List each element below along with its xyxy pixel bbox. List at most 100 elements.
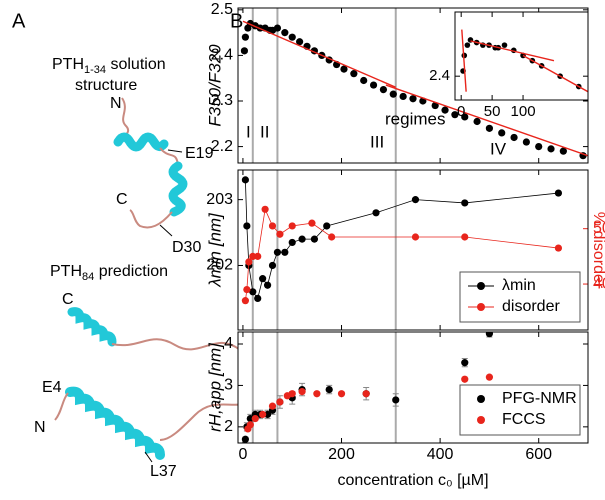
legend-marker [477, 416, 485, 424]
point [281, 29, 289, 37]
structure-title: PTH1-34 solution [52, 56, 166, 76]
annotation: I [246, 122, 251, 141]
y2-tick-label: 50 [593, 220, 605, 237]
annotation: IV [490, 139, 507, 158]
panel-a: A PTH1-34 solution structure N E19 C D30… [12, 10, 266, 480]
point [273, 24, 282, 32]
point [379, 86, 388, 94]
y-tick-label: 202 [206, 257, 233, 274]
coil [129, 209, 173, 229]
point [243, 285, 251, 294]
legend-marker [477, 395, 485, 403]
y-axis-label: F350/F320 [205, 44, 224, 127]
residue-label: N [34, 419, 46, 436]
point [340, 65, 348, 73]
point [254, 252, 262, 260]
point [554, 244, 563, 252]
point [535, 142, 543, 151]
legend-label: PFG-NMR [502, 390, 577, 407]
y-axis-label: λmin [nm] [205, 212, 224, 288]
point [461, 359, 469, 367]
y-tick-label: 4 [224, 335, 233, 352]
point [288, 222, 296, 230]
point [461, 199, 469, 207]
pointer [144, 451, 153, 463]
pointer [167, 149, 183, 153]
point [522, 138, 530, 146]
x-tick-label: 50 [484, 103, 501, 120]
connector [244, 179, 559, 300]
point [298, 235, 306, 243]
point [241, 297, 249, 305]
point [485, 373, 494, 381]
point [360, 76, 368, 85]
point [547, 145, 555, 153]
point [411, 233, 420, 241]
fit-line [242, 20, 397, 88]
point [261, 205, 269, 213]
title-part: solution [106, 56, 166, 73]
legend-marker [477, 282, 485, 290]
legend-marker [477, 303, 485, 311]
legend-box [459, 271, 581, 323]
point [310, 235, 319, 243]
x-tick-label: 200 [328, 446, 355, 463]
point [473, 117, 481, 126]
point [409, 95, 417, 103]
point [268, 222, 277, 230]
x-axis-label: concentration c₀ [µM] [337, 472, 488, 489]
point [259, 410, 267, 419]
legend-box [459, 384, 581, 436]
panel-label: B [230, 10, 243, 32]
point [273, 248, 282, 256]
y-tick-label: 2.3 [211, 92, 233, 109]
frame [237, 169, 589, 331]
panel-label: A [12, 10, 26, 32]
point [259, 275, 267, 283]
x-tick-label: 400 [427, 446, 454, 463]
helix [113, 132, 169, 152]
point [246, 414, 254, 423]
point [308, 219, 316, 227]
point [510, 133, 518, 142]
residue-label: D30 [172, 239, 201, 256]
point [461, 113, 469, 121]
point [276, 230, 284, 238]
structure-title: structure [75, 77, 137, 94]
legend-label: FCCS [502, 411, 546, 428]
x-tick-label: 600 [525, 446, 552, 463]
point [411, 196, 420, 204]
x-tick-label: 0 [457, 103, 465, 120]
pointer [159, 224, 173, 237]
point [288, 238, 296, 247]
inset: 0 50 100 2.4 [429, 11, 589, 120]
title-part: PTH [50, 263, 82, 280]
point [296, 38, 304, 46]
point [246, 421, 254, 429]
legend-label: disorder [502, 298, 560, 315]
legend-label: λmin [502, 277, 536, 294]
subplot: 0 200 400 600 2 3 4rH,app [nm] concentration c₀… [205, 331, 589, 489]
point [276, 398, 284, 406]
frame [454, 11, 589, 101]
annotation: III [370, 132, 384, 151]
point [362, 390, 370, 398]
point [281, 248, 289, 256]
residue-label: L37 [150, 463, 177, 480]
helix [168, 161, 188, 217]
point [461, 233, 469, 241]
point [337, 390, 346, 398]
residue-label: C [116, 191, 128, 208]
point [431, 101, 439, 110]
point [392, 396, 400, 404]
y-tick-label: 2.5 [211, 1, 233, 18]
point [554, 189, 563, 197]
point [441, 106, 449, 114]
point [241, 176, 249, 184]
point [243, 222, 251, 230]
point [268, 402, 277, 410]
series-layer [460, 29, 588, 93]
point [268, 261, 277, 270]
point [241, 435, 249, 443]
